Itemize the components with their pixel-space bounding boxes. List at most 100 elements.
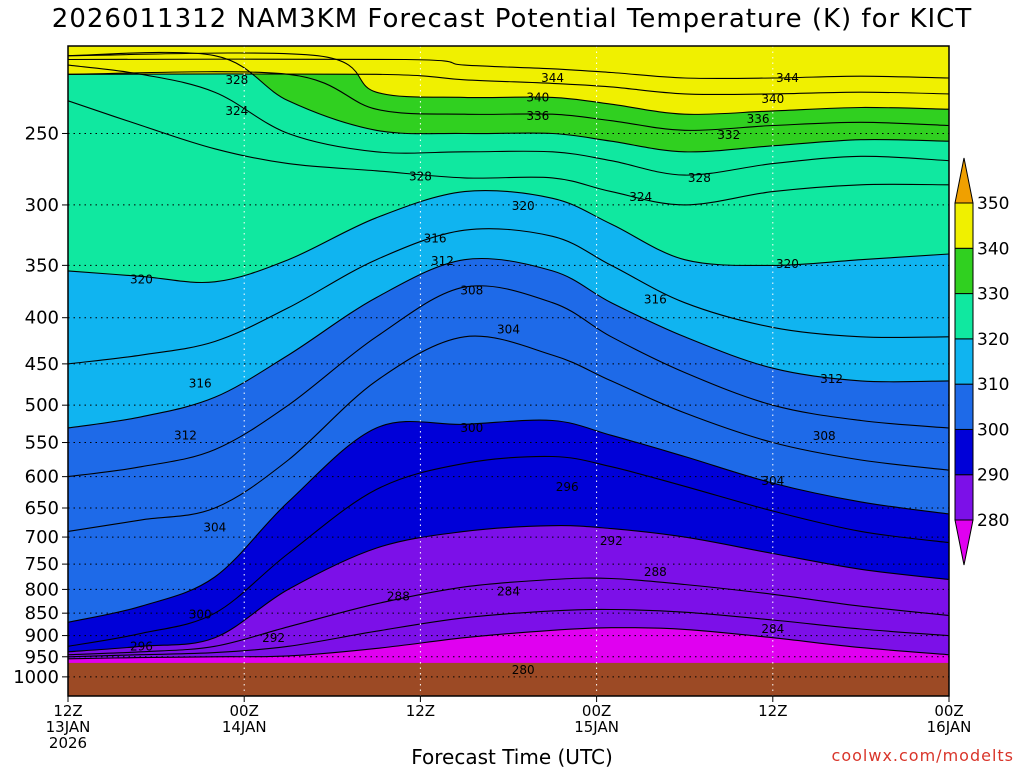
isentrope-320 <box>68 189 949 284</box>
x-tick-label: 00Z <box>230 702 259 720</box>
x-tick-label: 2026 <box>49 734 87 752</box>
contour-label: 328 <box>409 169 432 183</box>
contour-label: 296 <box>130 639 153 653</box>
y-tick-label: 450 <box>25 354 59 375</box>
isentrope-308 <box>68 285 949 478</box>
colorbar-label: 280 <box>977 511 1009 531</box>
colorbar-segment-310 <box>954 338 974 385</box>
isentrope-288 <box>68 577 949 656</box>
credit-link[interactable]: coolwx.com/modelts <box>831 746 1014 765</box>
colorbar-label: 310 <box>977 375 1009 395</box>
isentrope-284 <box>68 608 949 658</box>
isentrope-328 <box>68 64 949 176</box>
colorbar-segment-340 <box>954 202 974 249</box>
colorbar-label: 320 <box>977 330 1009 350</box>
y-tick-label: 700 <box>25 527 59 548</box>
y-tick-label: 900 <box>25 626 59 647</box>
colorbar-segment-300 <box>954 383 974 430</box>
y-tick-label: 1000 <box>13 667 59 688</box>
isentrope-280 <box>68 627 949 660</box>
contour-label: 340 <box>761 92 784 106</box>
y-tick-label: 600 <box>25 467 59 488</box>
contour-label: 324 <box>629 190 652 204</box>
contour-label: 344 <box>541 71 564 85</box>
grid-lines <box>68 46 949 696</box>
y-tick-label: 650 <box>25 498 59 519</box>
contour-label: 284 <box>497 584 520 598</box>
isentrope-316 <box>68 228 949 365</box>
terrain-fill <box>68 662 949 696</box>
contour-label: 312 <box>174 428 197 442</box>
colorbar-segment-330 <box>954 247 974 295</box>
x-tick-label: 00Z <box>582 702 611 720</box>
x-tick-label: 16JAN <box>927 718 972 736</box>
chart-title: 2026011312 NAM3KM Forecast Potential Tem… <box>51 4 973 34</box>
contour-label: 340 <box>526 90 549 104</box>
contour-label: 308 <box>813 429 836 443</box>
contour-label: 320 <box>776 257 799 271</box>
colorbar-segment-280 <box>954 474 974 521</box>
contour-label: 312 <box>431 254 454 268</box>
contour-label: 304 <box>497 322 520 336</box>
terrain-below-ground <box>68 662 949 696</box>
colorbar-label: 290 <box>977 466 1009 486</box>
contour-label: 292 <box>600 534 623 548</box>
contour-label: 280 <box>512 663 535 677</box>
pressure-axis: 2503003504004505005506006507007508008509… <box>13 123 68 688</box>
x-tick-label: 12Z <box>758 702 787 720</box>
x-tick-label: 12Z <box>53 702 82 720</box>
contour-label: 296 <box>556 480 579 494</box>
isentrope-336 <box>68 71 949 131</box>
contour-label: 292 <box>262 631 285 645</box>
contour-label: 336 <box>747 112 770 126</box>
contour-label: 304 <box>761 474 784 488</box>
x-tick-label: 12Z <box>406 702 435 720</box>
colorbar-segment-320 <box>954 293 974 340</box>
x-tick-label: 15JAN <box>574 718 619 736</box>
colorbar-label: 350 <box>977 194 1009 214</box>
x-tick-label: 00Z <box>934 702 963 720</box>
x-tick-label: 13JAN <box>46 718 91 736</box>
contour-label: 304 <box>203 520 226 534</box>
plot-frame <box>67 45 950 697</box>
contour-label: 328 <box>688 171 711 185</box>
isentrope-340 <box>68 52 949 115</box>
isentrope-304 <box>68 335 949 532</box>
contour-label: 300 <box>460 421 483 435</box>
y-tick-label: 550 <box>25 433 59 454</box>
y-tick-label: 250 <box>25 123 59 144</box>
y-tick-label: 850 <box>25 603 59 624</box>
isentrope-296 <box>68 455 949 647</box>
y-tick-label: 400 <box>25 308 59 329</box>
contour-label: 328 <box>225 73 248 87</box>
contour-label: 316 <box>644 293 667 307</box>
colorbar-label: 340 <box>977 239 1009 259</box>
isentrope-348 <box>68 58 949 80</box>
contour-label: 316 <box>189 376 212 390</box>
isentrope-contours <box>68 51 949 660</box>
contour-label: 288 <box>387 590 410 604</box>
contour-label: 288 <box>644 565 667 579</box>
y-tick-label: 300 <box>25 195 59 216</box>
contour-label: 344 <box>776 71 799 85</box>
isentrope-292 <box>68 525 949 653</box>
colorbar-high-arrow <box>954 157 974 204</box>
isentrope-300 <box>68 419 949 623</box>
contour-label: 324 <box>225 104 248 118</box>
y-tick-label: 350 <box>25 255 59 276</box>
colorbar-label: 300 <box>977 420 1009 440</box>
colorbar-low-arrow <box>954 519 974 566</box>
contour-label: 336 <box>526 109 549 123</box>
colorbar-segment-290 <box>954 428 974 476</box>
isentrope-312 <box>68 257 949 429</box>
y-tick-label: 950 <box>25 647 59 668</box>
y-tick-label: 800 <box>25 579 59 600</box>
contour-label: 312 <box>820 372 843 386</box>
x-tick-label: 14JAN <box>222 718 267 736</box>
contour-label: 332 <box>717 128 740 142</box>
colorbar-label: 330 <box>977 285 1009 305</box>
isentrope-344 <box>68 73 949 96</box>
y-tick-label: 750 <box>25 554 59 575</box>
